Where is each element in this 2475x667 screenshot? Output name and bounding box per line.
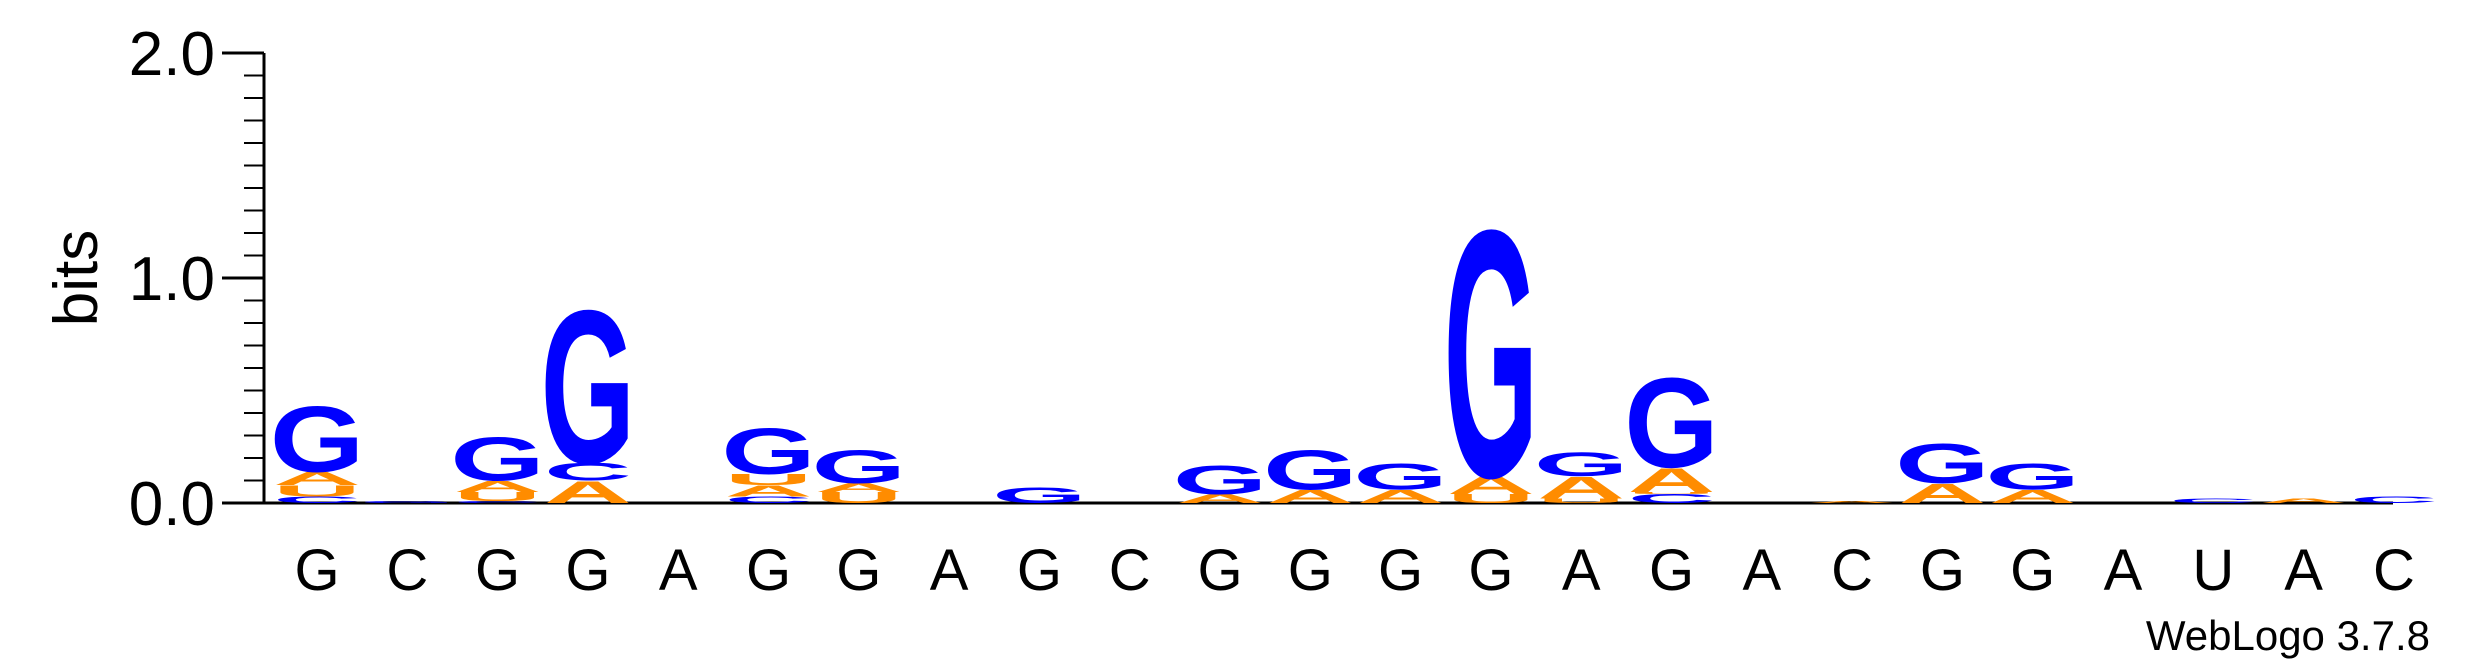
glyph-U: U [1628, 491, 1716, 494]
glyph-U: U [273, 482, 361, 499]
glyph-A: A [273, 468, 361, 489]
x-tick-label: A [659, 538, 698, 603]
x-tick-label: G [1288, 538, 1333, 603]
glyph-A: A [1176, 492, 1264, 506]
x-tick-label: U [2192, 538, 2234, 603]
glyph-C: C [544, 458, 632, 486]
glyph-G: G [721, 415, 816, 488]
x-tick-label: C [1109, 538, 1151, 603]
x-tick-label: G [1468, 538, 1513, 603]
y-major-ticks: 0.0 1.0 2.0 [129, 20, 264, 539]
x-tick-label: A [2104, 538, 2143, 603]
glyph-C: C [725, 495, 813, 505]
glyph-G: G [360, 500, 455, 503]
glyph-G: G [1444, 156, 1539, 550]
glyph-U: U [1447, 492, 1535, 506]
glyph-A: A [454, 478, 542, 495]
glyph-G: G [1985, 456, 2080, 498]
x-tick-label: C [386, 538, 428, 603]
x-tick-label: A [1742, 538, 1781, 603]
glyph-U: U [454, 490, 542, 504]
glyph-G: G [1263, 439, 1358, 502]
glyph-A: A [1537, 470, 1625, 505]
weblogo-credit: WebLogo 3.7.8 [2146, 612, 2430, 659]
x-tick-label: G [2010, 538, 2055, 603]
glyph-G: G [1624, 352, 1719, 495]
x-tick-label: G [1378, 538, 1423, 603]
glyph-C: C [2350, 495, 2438, 505]
x-tick-label: A [930, 538, 969, 603]
glyph-U: U [815, 489, 903, 506]
glyph-G: G [450, 424, 545, 494]
x-tick-label: G [746, 538, 791, 603]
glyph-A: A [1628, 461, 1716, 499]
x-tick-label: C [1831, 538, 1873, 603]
glyph-U: U [1537, 497, 1625, 504]
glyph-G: G [1895, 432, 1990, 495]
x-tick-label: A [1562, 538, 1601, 603]
glyph-A: A [1357, 486, 1445, 507]
y-minor-ticks [244, 74, 264, 482]
glyph-G: G [812, 441, 907, 493]
x-tick-label: G [1197, 538, 1242, 603]
x-tick-label: G [836, 538, 881, 603]
x-tick-label: G [475, 538, 520, 603]
x-tick-label: G [565, 538, 610, 603]
glyph-A: A [1447, 472, 1535, 500]
x-tick-label: G [1017, 538, 1062, 603]
x-tick-label: G [294, 538, 339, 603]
glyph-G: G [1534, 445, 1629, 483]
glyph-G: G [270, 388, 365, 492]
x-tick-label: C [2373, 538, 2415, 603]
glyph-G: G [541, 265, 636, 510]
glyph-A: A [725, 482, 813, 499]
glyph-C: C [273, 495, 361, 505]
glyph-A: A [1898, 478, 1986, 510]
glyph-U: U [725, 471, 813, 488]
glyph-C: C [2169, 497, 2257, 504]
glyph-G: G [1353, 456, 1448, 498]
glyph-A: A [544, 475, 632, 510]
glyph-A: A [1808, 500, 1896, 503]
glyph-A: A [815, 481, 903, 495]
y-axis-label: bits [42, 230, 111, 326]
y-tick-label: 1.0 [129, 245, 215, 314]
x-tick-label: G [1920, 538, 1965, 603]
glyph-A: A [1989, 486, 2077, 507]
glyph-C: C [1628, 492, 1716, 506]
x-tick-label: G [1649, 538, 1694, 603]
glyph-C: C [454, 500, 542, 503]
x-tick-label: A [2284, 538, 2323, 603]
y-tick-label: 2.0 [129, 20, 215, 89]
glyph-G: G [992, 483, 1087, 508]
glyph-A: A [2260, 497, 2348, 504]
y-tick-label: 0.0 [129, 470, 215, 539]
glyph-G: G [1173, 458, 1268, 503]
glyph-A: A [1266, 486, 1354, 507]
